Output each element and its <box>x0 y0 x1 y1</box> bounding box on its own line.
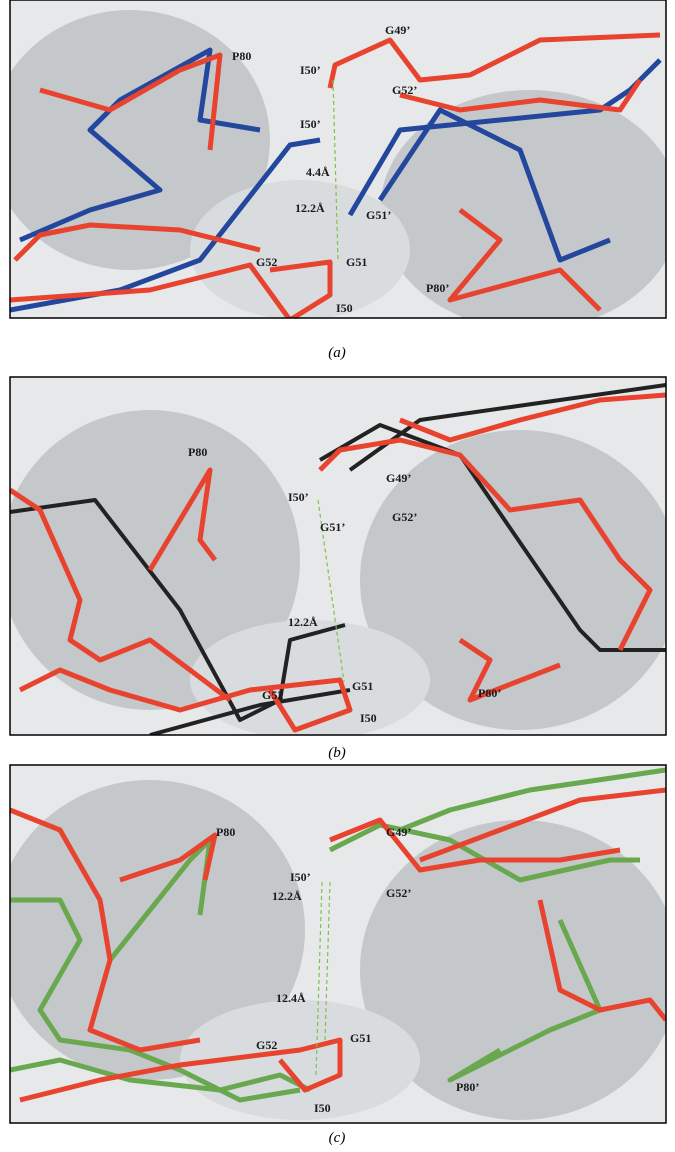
residue-label: I50 <box>336 301 353 315</box>
residue-label: G51 <box>346 255 367 269</box>
residue-label: G52 <box>256 255 277 269</box>
figure: P80 I50’ G49’ G52’ I50’ 4.4Å 12.2Å G51’ … <box>0 0 675 1152</box>
residue-label: P80’ <box>426 281 449 295</box>
residue-label: G52 <box>256 1038 277 1052</box>
panel-a <box>0 0 675 330</box>
panel-c <box>0 765 675 1123</box>
residue-label: I50 <box>314 1101 331 1115</box>
residue-label: G52’ <box>392 83 417 97</box>
residue-label: I50 <box>360 711 377 725</box>
residue-label: G52’ <box>386 886 411 900</box>
distance-label: 12.2Å <box>295 201 325 215</box>
residue-label: G51 <box>352 679 373 693</box>
caption: (b) <box>328 745 346 761</box>
residue-label: G51 <box>350 1031 371 1045</box>
residue-label: P80’ <box>456 1080 479 1094</box>
residue-label: P80 <box>216 825 235 839</box>
residue-label: P80 <box>188 445 207 459</box>
distance-label: 4.4Å <box>306 165 330 179</box>
panel-b <box>0 377 675 740</box>
distance-label: 12.4Å <box>276 991 306 1005</box>
distance-label: 12.2Å <box>272 889 302 903</box>
caption: (a) <box>328 345 346 361</box>
residue-label: P80’ <box>478 686 501 700</box>
residue-label: G52’ <box>392 510 417 524</box>
residue-label: I50’ <box>300 117 321 131</box>
residue-label: I50’ <box>290 870 311 884</box>
residue-label: I50’ <box>300 63 321 77</box>
residue-label: G49’ <box>386 825 411 839</box>
residue-label: G49’ <box>385 23 410 37</box>
residue-label: G51’ <box>366 208 391 222</box>
page: P80 I50’ G49’ G52’ I50’ 4.4Å 12.2Å G51’ … <box>0 0 675 1152</box>
residue-label: G49’ <box>386 471 411 485</box>
residue-label: G51’ <box>320 520 345 534</box>
residue-label: P80 <box>232 49 251 63</box>
distance-label: 12.2Å <box>288 615 318 629</box>
caption: (c) <box>329 1130 346 1146</box>
residue-label: G52 <box>262 688 283 702</box>
residue-label: I50’ <box>288 490 309 504</box>
